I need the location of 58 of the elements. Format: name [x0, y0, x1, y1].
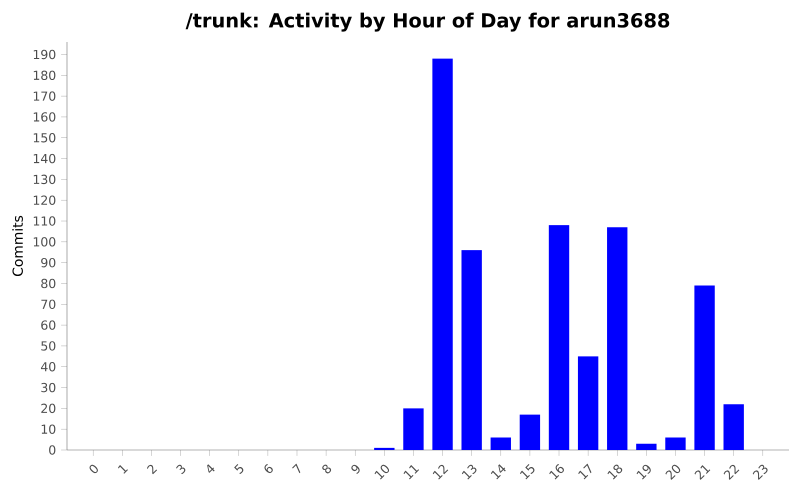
y-tick-label: 110 [34, 216, 56, 226]
x-tick-label: 9 [351, 464, 360, 474]
x-tick-label: 11 [404, 465, 420, 480]
y-tick-label: 80 [41, 278, 56, 288]
y-tick-label: 40 [40, 362, 56, 372]
bar [636, 444, 657, 450]
y-axis-title: Commits [12, 216, 23, 276]
y-tick-label: 160 [34, 112, 56, 122]
x-tick-label: 15 [520, 464, 534, 480]
y-tick-label: 90 [41, 258, 56, 268]
bar [520, 414, 540, 450]
x-tick-label: 12 [432, 464, 448, 480]
bar [578, 356, 598, 450]
x-tick-label: 8 [322, 464, 332, 474]
x-tick-label: 5 [234, 464, 244, 474]
bar [403, 408, 424, 450]
bar [490, 438, 511, 450]
chart-title: /trunk: Activity by Hour of Day for arun3688 [186, 12, 670, 32]
y-tick-label: 190 [34, 50, 56, 60]
y-tick-label: 130 [34, 174, 56, 184]
x-tick-label: 0 [90, 464, 98, 474]
x-tick-label: 13 [462, 464, 476, 480]
y-tick-label: 20 [41, 404, 56, 414]
x-tick-label: 2 [146, 464, 158, 474]
bar [724, 404, 744, 450]
y-tick-label: 0 [49, 445, 56, 455]
y-tick-label: 100 [34, 237, 56, 247]
x-tick-label: 20 [665, 464, 680, 480]
x-tick-label: 3 [176, 464, 186, 474]
x-tick-label: 19 [636, 464, 651, 480]
x-tick-label: 17 [578, 464, 592, 480]
y-tick-label: 170 [34, 91, 56, 101]
x-tick-label: 7 [292, 464, 300, 474]
x-tick-label: 6 [264, 464, 273, 474]
x-tick-label: 23 [752, 464, 768, 480]
bar [432, 58, 453, 450]
y-tick-label: 140 [34, 154, 56, 164]
x-tick-label: 16 [549, 464, 564, 480]
y-tick-label: 30 [41, 382, 56, 392]
bar [548, 225, 570, 450]
y-tick-label: 120 [34, 195, 56, 205]
x-tick-label: 22 [724, 464, 740, 480]
x-tick-label: 4 [207, 464, 215, 473]
x-tick-label: 18 [607, 464, 622, 480]
x-tick-label: 14 [490, 464, 506, 480]
y-tick-label: 150 [34, 133, 56, 142]
y-tick-label: 70 [41, 300, 56, 309]
bar [694, 286, 715, 450]
x-tick-label: 10 [374, 464, 390, 480]
y-tick-label: 50 [41, 341, 56, 351]
y-tick-label: 180 [34, 70, 56, 80]
y-tick-label: 10 [42, 424, 56, 434]
bar [461, 250, 482, 450]
bar [607, 227, 628, 450]
x-tick-label: 1 [118, 465, 128, 474]
bar [665, 438, 686, 450]
x-tick-label: 21 [694, 465, 710, 480]
y-tick-label: 60 [41, 320, 56, 330]
